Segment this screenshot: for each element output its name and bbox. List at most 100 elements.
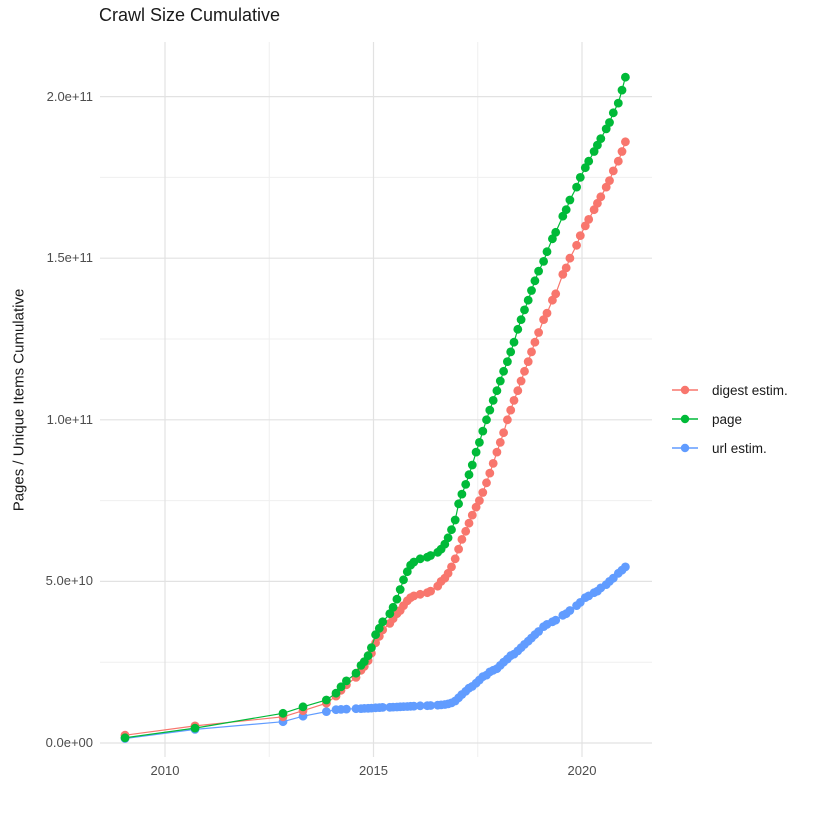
series-point-page [523, 295, 533, 305]
series-point-digest-estim [584, 215, 594, 224]
series-point-url-estim [565, 606, 575, 615]
series-point-page [575, 173, 585, 182]
series-point-page [551, 227, 561, 237]
series-point-page [580, 163, 590, 173]
series-point-digest-estim [426, 586, 435, 596]
series-point-page [395, 585, 405, 594]
series-point-page [447, 525, 456, 535]
legend-key-point [680, 385, 690, 395]
x-tick-label: 2010 [150, 763, 180, 778]
series-point-page [475, 438, 484, 447]
series-point-digest-estim [488, 459, 498, 468]
chart-title: Crawl Size Cumulative [99, 5, 281, 25]
series-point-page [190, 723, 200, 733]
series-point-digest-estim [464, 518, 474, 528]
series-point-url-estim [409, 701, 419, 711]
series-point-digest-estim [461, 526, 471, 536]
y-axis-title: Pages / Unique Items Cumulative [10, 288, 28, 512]
legend-label: page [712, 411, 743, 427]
series-point-page [527, 286, 536, 295]
series-point-page [471, 447, 481, 457]
series-point-page [499, 366, 508, 376]
series-point-digest-estim [495, 438, 505, 447]
series-point-page [548, 234, 557, 244]
series-point-page [561, 205, 571, 215]
series-point-digest-estim [492, 447, 502, 457]
series-point-digest-estim [523, 357, 533, 366]
series-point-digest-estim [447, 562, 456, 572]
series-point-digest-estim [593, 198, 602, 208]
series-point-page [565, 195, 575, 205]
series-point-digest-estim [551, 289, 561, 299]
series-point-page [492, 386, 502, 396]
series-point-page [542, 247, 552, 257]
series-point-digest-estim [506, 405, 516, 415]
y-tick-label: 1.5e+11 [46, 250, 93, 266]
legend-key-icon-digest-estim [672, 385, 698, 395]
series-point-digest-estim [467, 510, 477, 520]
legend-key-point [680, 443, 690, 453]
series-point-digest-estim [516, 376, 526, 386]
series-point-digest-estim [527, 347, 536, 357]
series-point-digest-estim [608, 166, 618, 176]
series-point-page [331, 688, 341, 698]
series-point-page [478, 426, 488, 436]
series-point-digest-estim [572, 240, 581, 250]
y-tick-label: 5.0e+10 [45, 573, 93, 589]
y-tick-label: 2.0e+11 [46, 88, 93, 104]
series-point-url-estim [426, 701, 435, 710]
series-point-page [336, 682, 346, 692]
series-point-digest-estim [509, 396, 519, 405]
x-tick-label: 2020 [567, 763, 597, 778]
series-point-page [506, 347, 516, 357]
series-point-page [367, 643, 376, 653]
legend: digest estim. page url estim. [670, 380, 788, 458]
legend-label: digest estim. [712, 382, 788, 398]
series-point-page [558, 211, 568, 221]
series-point-page [495, 376, 505, 386]
series-point-digest-estim [485, 468, 495, 478]
series-point-digest-estim [450, 554, 460, 564]
series-point-page [467, 460, 477, 470]
series-point-digest-estim [415, 589, 425, 599]
series-point-digest-estim [621, 137, 630, 147]
series-point-page [120, 733, 130, 743]
series-point-page [534, 266, 543, 276]
series-point-page [516, 315, 526, 324]
legend-key-icon-url-estim [672, 443, 698, 453]
series-point-digest-estim [530, 337, 540, 347]
series-point-url-estim [621, 562, 630, 572]
series-point-page [596, 134, 606, 144]
series-point-page [402, 567, 412, 577]
legend-label: url estim. [712, 440, 767, 456]
series-point-page [509, 337, 519, 347]
series-point-page [374, 623, 384, 633]
series-point-page [488, 396, 498, 405]
series-point-page [539, 257, 548, 266]
y-tick-label: 0.0e+00 [45, 735, 93, 750]
series-point-digest-estim [596, 192, 606, 202]
series-point-digest-estim [499, 428, 508, 438]
series-point-page [513, 324, 523, 334]
legend-item-digest-estim: digest estim. [670, 380, 788, 400]
series-point-digest-estim [565, 253, 575, 263]
legend-key-icon-page [672, 414, 698, 424]
series-point-page [450, 515, 460, 525]
series-point-page [415, 554, 425, 564]
series-point-page [482, 415, 491, 425]
series-point-page [461, 480, 471, 489]
series-point-page [378, 617, 388, 627]
series-point-page [454, 499, 463, 509]
series-point-digest-estim [471, 502, 481, 512]
series-point-page [593, 140, 602, 150]
series-point-page [608, 108, 618, 118]
series-point-url-estim [551, 615, 561, 625]
series-point-digest-estim [482, 478, 491, 488]
series-point-url-estim [322, 707, 331, 716]
series-point-digest-estim [580, 221, 590, 231]
series-point-page [392, 594, 402, 604]
series-point-page [457, 489, 467, 499]
series-point-page [298, 702, 308, 712]
